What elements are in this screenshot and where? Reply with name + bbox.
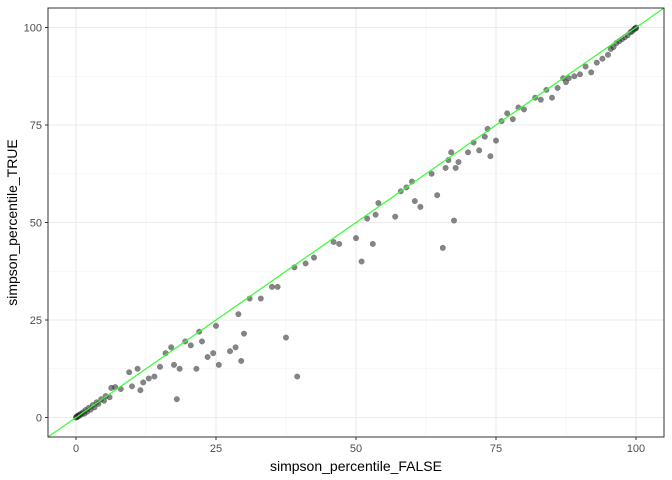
data-point xyxy=(582,63,589,70)
x-axis-ticks: 0 25 50 75 100 xyxy=(73,437,645,455)
data-point xyxy=(330,238,337,245)
data-point xyxy=(593,59,600,66)
data-point xyxy=(240,330,247,337)
y-tick-label: 0 xyxy=(36,413,42,425)
x-tick-label: 100 xyxy=(627,443,645,455)
data-point xyxy=(521,106,528,113)
data-point xyxy=(493,137,500,144)
y-tick-label: 50 xyxy=(30,218,42,230)
data-point xyxy=(176,365,183,372)
data-point xyxy=(364,215,371,222)
data-point xyxy=(156,363,163,370)
data-point xyxy=(198,338,205,345)
data-point xyxy=(311,254,318,261)
data-point xyxy=(212,322,219,329)
data-point xyxy=(151,373,158,380)
x-tick-label: 25 xyxy=(210,443,222,455)
data-point xyxy=(476,147,483,154)
data-point xyxy=(134,365,141,372)
y-tick-label: 100 xyxy=(24,23,42,35)
data-point xyxy=(353,235,360,242)
data-point xyxy=(599,55,606,62)
data-point xyxy=(571,73,578,80)
data-point xyxy=(537,96,544,103)
data-point xyxy=(417,203,424,210)
data-point xyxy=(274,283,281,290)
data-point xyxy=(481,133,488,140)
data-point xyxy=(372,211,379,218)
y-axis-title: simpson_percentile_TRUE xyxy=(4,139,20,306)
data-point xyxy=(137,387,144,394)
data-point xyxy=(257,295,264,302)
data-point xyxy=(451,217,458,224)
data-point xyxy=(392,213,399,220)
data-point xyxy=(210,350,217,357)
data-point xyxy=(411,198,418,205)
data-point xyxy=(605,51,612,58)
data-point xyxy=(235,311,242,318)
y-axis-ticks: 0 25 50 75 100 xyxy=(24,23,48,425)
data-point xyxy=(554,84,561,91)
data-point xyxy=(128,383,135,390)
data-point xyxy=(187,342,194,349)
data-point xyxy=(283,334,290,341)
data-point xyxy=(336,240,343,247)
data-point xyxy=(455,159,462,166)
data-point xyxy=(226,348,233,355)
data-point xyxy=(509,116,516,123)
data-point xyxy=(588,69,595,76)
data-point xyxy=(126,369,133,376)
y-tick-label: 25 xyxy=(30,315,42,327)
y-tick-label: 75 xyxy=(30,120,42,132)
data-point xyxy=(170,361,177,368)
data-point xyxy=(369,240,376,247)
data-point xyxy=(563,79,570,86)
data-point xyxy=(448,149,455,156)
data-point xyxy=(549,94,556,101)
data-point xyxy=(193,365,200,372)
reference-line-y-equals-x xyxy=(47,7,665,438)
data-point xyxy=(238,357,245,364)
data-point xyxy=(294,373,301,380)
data-point xyxy=(465,149,472,156)
data-point xyxy=(565,75,572,82)
data-point xyxy=(145,375,152,382)
data-point xyxy=(439,244,446,251)
data-point xyxy=(358,258,365,265)
data-point xyxy=(140,379,147,386)
x-tick-label: 50 xyxy=(350,443,362,455)
data-point xyxy=(442,164,449,171)
data-point xyxy=(434,192,441,199)
data-point xyxy=(375,199,382,206)
data-point xyxy=(302,260,309,267)
data-point xyxy=(173,396,180,403)
data-point xyxy=(269,283,276,290)
data-point xyxy=(610,44,617,51)
data-point xyxy=(487,153,494,160)
data-point xyxy=(428,170,435,177)
data-point xyxy=(452,164,459,171)
data-point xyxy=(577,71,584,78)
data-point xyxy=(504,110,511,117)
x-tick-label: 75 xyxy=(490,443,502,455)
data-point xyxy=(204,354,211,361)
data-point xyxy=(232,344,239,351)
x-axis-title: simpson_percentile_FALSE xyxy=(270,458,442,474)
data-point xyxy=(215,361,222,368)
data-point xyxy=(168,344,175,351)
x-tick-label: 0 xyxy=(73,443,79,455)
